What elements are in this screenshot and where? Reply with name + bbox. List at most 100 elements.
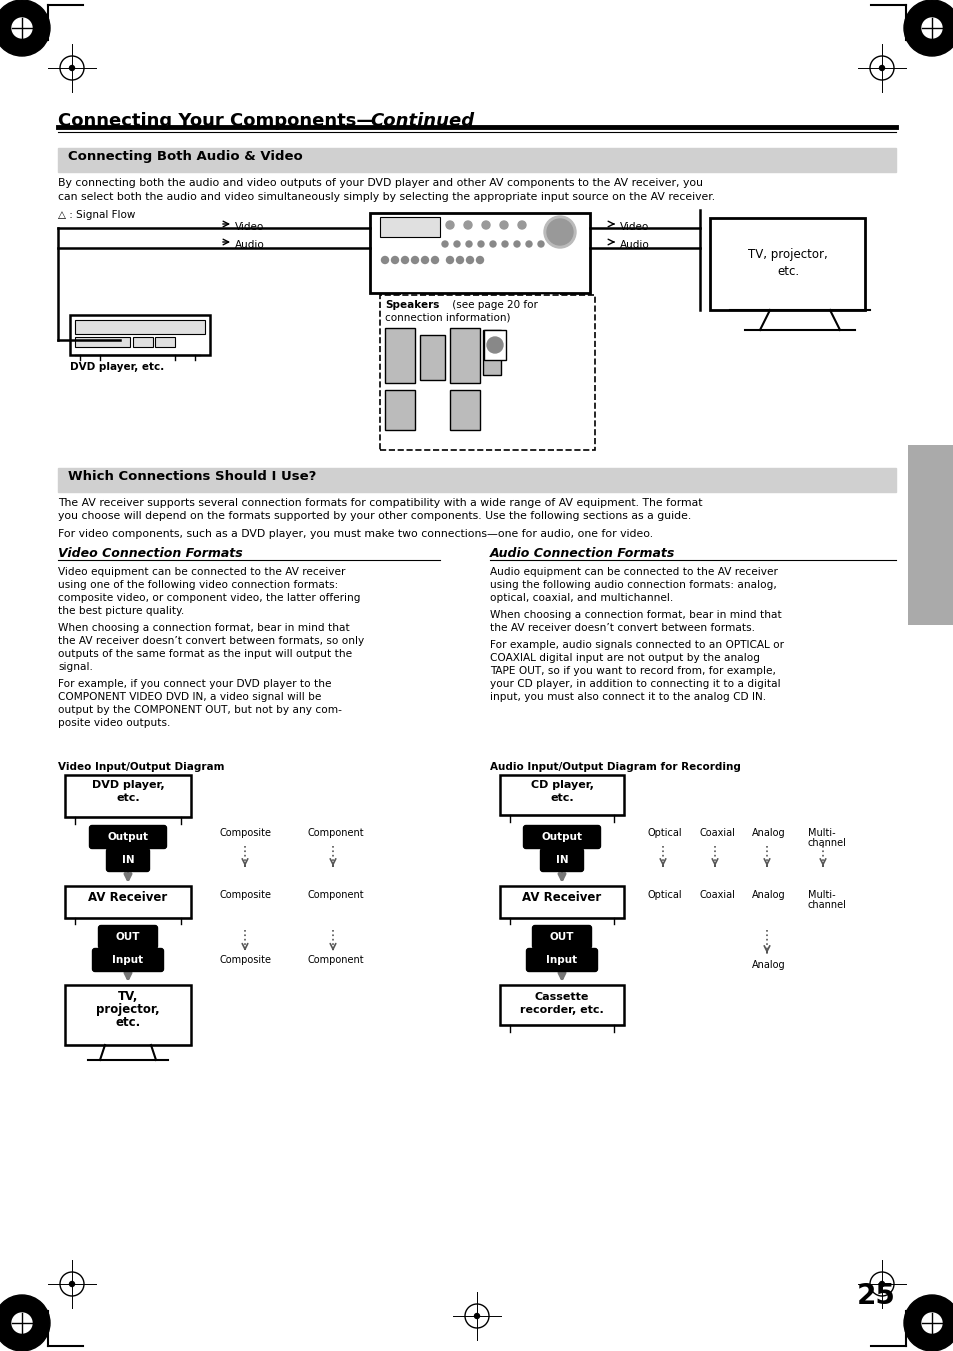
- Circle shape: [454, 240, 459, 247]
- Circle shape: [446, 257, 453, 263]
- Bar: [379, 218, 439, 236]
- Text: posite video outputs.: posite video outputs.: [58, 717, 171, 728]
- Circle shape: [463, 222, 472, 230]
- Text: AV Receiver: AV Receiver: [89, 892, 168, 904]
- FancyBboxPatch shape: [523, 825, 599, 848]
- Text: For video components, such as a DVD player, you must make two connections—one fo: For video components, such as a DVD play…: [58, 530, 653, 539]
- Text: Video Input/Output Diagram: Video Input/Output Diagram: [58, 762, 224, 771]
- Text: Audio equipment can be connected to the AV receiver: Audio equipment can be connected to the …: [490, 567, 777, 577]
- Text: Multi-
channel: Multi- channel: [807, 828, 846, 848]
- Text: input, you must also connect it to the analog CD IN.: input, you must also connect it to the a…: [490, 692, 765, 703]
- Text: Which Connections Should I Use?: Which Connections Should I Use?: [68, 470, 316, 484]
- Text: When choosing a connection format, bear in mind that: When choosing a connection format, bear …: [490, 611, 781, 620]
- Text: OUT: OUT: [549, 932, 574, 942]
- Text: For example, audio signals connected to an OPTICAL or: For example, audio signals connected to …: [490, 640, 783, 650]
- Text: etc.: etc.: [115, 1016, 140, 1029]
- Text: For example, if you connect your DVD player to the: For example, if you connect your DVD pla…: [58, 680, 331, 689]
- Text: Component: Component: [308, 890, 364, 900]
- Text: Audio Connection Formats: Audio Connection Formats: [490, 547, 675, 561]
- Circle shape: [921, 18, 941, 38]
- Text: Composite: Composite: [220, 828, 272, 838]
- Text: Continued: Continued: [370, 112, 474, 130]
- Text: signal.: signal.: [58, 662, 92, 671]
- Circle shape: [12, 18, 32, 38]
- Circle shape: [441, 240, 448, 247]
- Text: By connecting both the audio and video outputs of your DVD player and other AV c: By connecting both the audio and video o…: [58, 178, 702, 188]
- Text: outputs of the same format as the input will output the: outputs of the same format as the input …: [58, 648, 352, 659]
- Bar: [483, 330, 505, 359]
- Text: Cassette: Cassette: [535, 992, 589, 1002]
- Circle shape: [456, 257, 463, 263]
- Text: Analog: Analog: [751, 828, 785, 838]
- Circle shape: [476, 257, 483, 263]
- FancyBboxPatch shape: [90, 825, 167, 848]
- Text: Output: Output: [108, 832, 149, 842]
- Text: Multi-
channel: Multi- channel: [807, 890, 846, 911]
- Text: AV Receiver: AV Receiver: [522, 892, 601, 904]
- Text: Speakers: Speakers: [385, 300, 439, 309]
- Circle shape: [381, 257, 388, 263]
- Circle shape: [921, 1313, 941, 1333]
- Text: Output: Output: [541, 832, 582, 842]
- Circle shape: [490, 240, 496, 247]
- Bar: [499, 775, 623, 815]
- Circle shape: [411, 257, 418, 263]
- Text: △ : Signal Flow: △ : Signal Flow: [58, 209, 135, 220]
- Text: COAXIAL digital input are not output by the analog: COAXIAL digital input are not output by …: [490, 653, 760, 663]
- Text: Video equipment can be connected to the AV receiver: Video equipment can be connected to the …: [58, 567, 345, 577]
- Bar: [419, 335, 444, 380]
- Text: using the following audio connection formats: analog,: using the following audio connection for…: [490, 580, 776, 590]
- Circle shape: [477, 240, 483, 247]
- Text: Connecting Both Audio & Video: Connecting Both Audio & Video: [68, 150, 302, 163]
- Text: optical, coaxial, and multichannel.: optical, coaxial, and multichannel.: [490, 593, 673, 603]
- Text: Connecting Your Components—: Connecting Your Components—: [58, 112, 375, 130]
- Text: Audio Input/Output Diagram for Recording: Audio Input/Output Diagram for Recording: [490, 762, 740, 771]
- Text: Input: Input: [112, 955, 143, 965]
- Circle shape: [421, 257, 428, 263]
- Bar: [154, 336, 174, 347]
- Text: Video Connection Formats: Video Connection Formats: [58, 547, 242, 561]
- Circle shape: [401, 257, 408, 263]
- Text: can select both the audio and video simultaneously simply by selecting the appro: can select both the audio and video simu…: [58, 192, 715, 203]
- Circle shape: [903, 1296, 953, 1351]
- Bar: [379, 295, 595, 450]
- Text: composite video, or component video, the latter offering: composite video, or component video, the…: [58, 593, 360, 603]
- FancyBboxPatch shape: [107, 848, 150, 871]
- Text: 25: 25: [856, 1282, 895, 1310]
- Text: DVD player, etc.: DVD player, etc.: [70, 362, 164, 372]
- Text: Video: Video: [619, 222, 649, 232]
- Bar: [385, 328, 415, 382]
- Circle shape: [514, 240, 519, 247]
- Bar: [65, 985, 191, 1046]
- Circle shape: [879, 65, 883, 70]
- Text: CD player,: CD player,: [530, 780, 593, 790]
- Text: COMPONENT VIDEO DVD IN, a video signal will be: COMPONENT VIDEO DVD IN, a video signal w…: [58, 692, 321, 703]
- Text: TAPE OUT, so if you want to record from, for example,: TAPE OUT, so if you want to record from,…: [490, 666, 775, 676]
- Text: Coaxial: Coaxial: [700, 890, 735, 900]
- Text: IN: IN: [555, 855, 568, 865]
- Bar: [70, 315, 210, 355]
- Circle shape: [466, 257, 473, 263]
- Text: the AV receiver doesn’t convert between formats, so only: the AV receiver doesn’t convert between …: [58, 636, 364, 646]
- Circle shape: [525, 240, 532, 247]
- Text: Composite: Composite: [220, 890, 272, 900]
- Circle shape: [391, 257, 398, 263]
- Bar: [58, 467, 895, 492]
- Text: When choosing a connection format, bear in mind that: When choosing a connection format, bear …: [58, 623, 350, 634]
- FancyBboxPatch shape: [540, 848, 583, 871]
- Text: the AV receiver doesn’t convert between formats.: the AV receiver doesn’t convert between …: [490, 623, 754, 634]
- Bar: [65, 886, 191, 917]
- Text: Video: Video: [234, 222, 264, 232]
- Bar: [58, 149, 895, 172]
- FancyBboxPatch shape: [526, 948, 597, 971]
- Circle shape: [517, 222, 525, 230]
- Bar: [75, 336, 130, 347]
- Bar: [399, 293, 419, 301]
- Circle shape: [537, 240, 543, 247]
- Text: DVD player,: DVD player,: [91, 780, 164, 790]
- Text: Audio: Audio: [234, 240, 265, 250]
- Text: recorder, etc.: recorder, etc.: [519, 1005, 603, 1015]
- Bar: [482, 330, 500, 376]
- Circle shape: [70, 1282, 74, 1286]
- Bar: [709, 218, 864, 309]
